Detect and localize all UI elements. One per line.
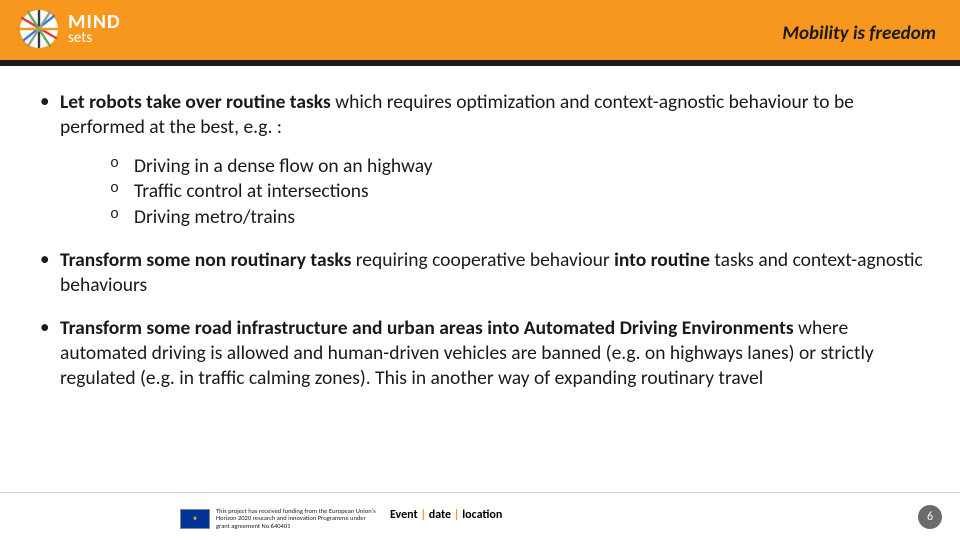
content-area: Let robots take over routine tasks which… <box>0 66 960 391</box>
bullet-item: Transform some non routinary tasks requi… <box>32 248 928 298</box>
footer: ⋆ This project has received funding from… <box>0 492 960 540</box>
logo-mark-icon <box>18 8 60 50</box>
header-bar: MIND sets Mobility is freedom <box>0 0 960 60</box>
funding-block: ⋆ This project has received funding from… <box>180 508 376 530</box>
footer-rule <box>0 492 960 493</box>
text-run: requiring cooperative behaviour <box>351 248 614 272</box>
location-label: location <box>462 508 502 522</box>
text-run: Transform some road infrastructure and u… <box>60 316 794 340</box>
text-run: into routine <box>614 248 710 272</box>
sep-icon: | <box>418 508 429 522</box>
tagline: Mobility is freedom <box>782 22 936 45</box>
event-label: Event <box>390 508 418 522</box>
page-number-badge: 6 <box>918 505 942 529</box>
sub-bullet-item: Driving metro/trains <box>110 205 928 230</box>
funding-text: This project has received funding from t… <box>216 508 376 530</box>
sub-bullet-item: Driving in a dense flow on an highway <box>110 154 928 179</box>
logo: MIND sets <box>18 8 121 50</box>
text-run: Transform some non routinary tasks <box>60 248 351 272</box>
bullet-list: Let robots take over routine tasks which… <box>32 90 928 391</box>
text-run: Let robots take over routine tasks <box>60 90 331 114</box>
bullet-item: Let robots take over routine tasks which… <box>32 90 928 230</box>
sub-bullet-item: Traffic control at intersections <box>110 179 928 204</box>
slide: MIND sets Mobility is freedom Let robots… <box>0 0 960 540</box>
bullet-item: Transform some road infrastructure and u… <box>32 316 928 391</box>
date-label: date <box>429 508 451 522</box>
sep-icon: | <box>451 508 462 522</box>
sub-bullet-list: Driving in a dense flow on an highwayTra… <box>110 154 928 230</box>
logo-text: MIND sets <box>68 12 121 46</box>
event-placeholder: Event | date | location <box>390 508 502 522</box>
eu-flag-icon: ⋆ <box>180 509 210 529</box>
